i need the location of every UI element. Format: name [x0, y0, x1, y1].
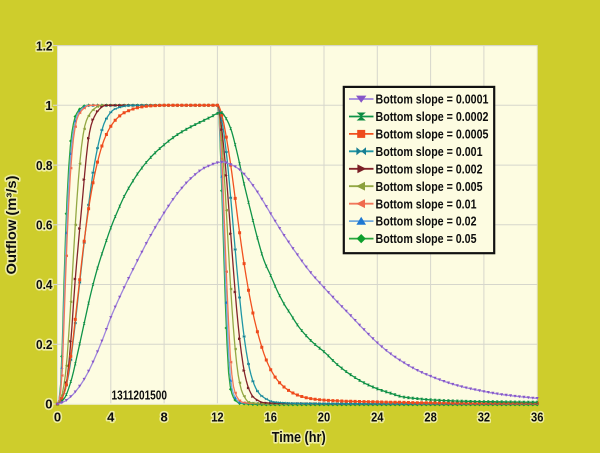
- svg-text:28: 28: [424, 410, 436, 425]
- svg-text:Bottom slope = 0.002: Bottom slope = 0.002: [376, 161, 483, 176]
- svg-text:Time (hr): Time (hr): [272, 430, 326, 446]
- svg-text:16: 16: [265, 410, 277, 425]
- svg-text:0: 0: [54, 410, 61, 425]
- svg-text:Bottom slope = 0.05: Bottom slope = 0.05: [376, 231, 477, 246]
- svg-text:32: 32: [478, 410, 490, 425]
- svg-text:Bottom slope = 0.0002: Bottom slope = 0.0002: [376, 109, 489, 124]
- svg-text:Bottom slope = 0.001: Bottom slope = 0.001: [376, 144, 483, 159]
- svg-text:24: 24: [371, 410, 384, 425]
- svg-text:0.2: 0.2: [36, 337, 53, 352]
- svg-text:Bottom slope = 0.01: Bottom slope = 0.01: [376, 196, 477, 211]
- svg-text:Outflow (m³/s): Outflow (m³/s): [3, 176, 19, 275]
- svg-text:1: 1: [45, 98, 52, 113]
- svg-text:Bottom slope = 0.02: Bottom slope = 0.02: [376, 214, 477, 229]
- svg-text:Bottom slope = 0.0005: Bottom slope = 0.0005: [376, 127, 489, 142]
- svg-text:1311201500: 1311201500: [112, 388, 168, 403]
- svg-text:12: 12: [211, 410, 223, 425]
- svg-text:0.4: 0.4: [36, 277, 53, 292]
- svg-text:Bottom slope = 0.0001: Bottom slope = 0.0001: [376, 92, 489, 107]
- svg-text:Bottom slope = 0.005: Bottom slope = 0.005: [376, 179, 483, 194]
- svg-text:0.6: 0.6: [36, 218, 53, 233]
- svg-text:0: 0: [45, 397, 52, 412]
- svg-text:0.8: 0.8: [36, 158, 53, 173]
- svg-text:36: 36: [531, 410, 543, 425]
- svg-text:1.2: 1.2: [36, 38, 53, 53]
- svg-text:20: 20: [318, 410, 330, 425]
- svg-text:4: 4: [107, 410, 115, 425]
- svg-text:8: 8: [160, 410, 167, 425]
